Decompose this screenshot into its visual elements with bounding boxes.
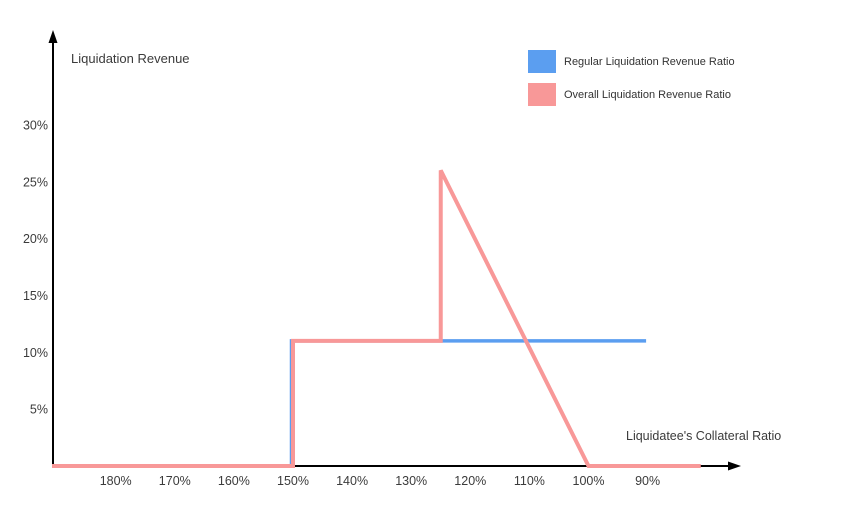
- y-axis-title: Liquidation Revenue: [71, 51, 190, 66]
- legend-swatch-regular-icon: [528, 50, 556, 73]
- x-axis-tick-label: 150%: [277, 474, 309, 488]
- x-axis-tick-label: 160%: [218, 474, 250, 488]
- legend-item-regular: Regular Liquidation Revenue Ratio: [528, 50, 735, 73]
- x-axis-tick-label: 120%: [454, 474, 486, 488]
- legend-label-overall: Overall Liquidation Revenue Ratio: [564, 88, 731, 101]
- series-line-overall: [52, 169, 701, 468]
- legend-item-overall: Overall Liquidation Revenue Ratio: [528, 83, 735, 106]
- x-axis-arrowhead-icon: [728, 461, 741, 471]
- x-axis-tick-label: 110%: [514, 474, 545, 488]
- legend-label-regular: Regular Liquidation Revenue Ratio: [564, 55, 735, 68]
- x-axis-tick-label: 170%: [159, 474, 191, 488]
- y-axis-tick-label: 30%: [23, 118, 48, 132]
- y-axis-tick-label: 20%: [23, 232, 48, 246]
- x-axis-tick-label: 130%: [395, 474, 427, 488]
- y-axis-tick-label: 25%: [23, 175, 48, 189]
- x-axis-tick-label: 140%: [336, 474, 368, 488]
- y-axis-tick-label: 10%: [23, 346, 48, 360]
- legend: Regular Liquidation Revenue Ratio Overal…: [528, 50, 735, 116]
- legend-swatch-overall-icon: [528, 83, 556, 106]
- x-axis-title: Liquidatee's Collateral Ratio: [626, 429, 782, 443]
- x-axis-tick-label: 90%: [635, 474, 660, 488]
- x-axis-tick-label: 100%: [573, 474, 605, 488]
- y-axis-arrowhead-icon: [48, 30, 58, 43]
- y-axis-tick-label: 5%: [30, 403, 48, 417]
- x-axis-tick-label: 180%: [100, 474, 132, 488]
- y-axis-tick-label: 15%: [23, 289, 48, 303]
